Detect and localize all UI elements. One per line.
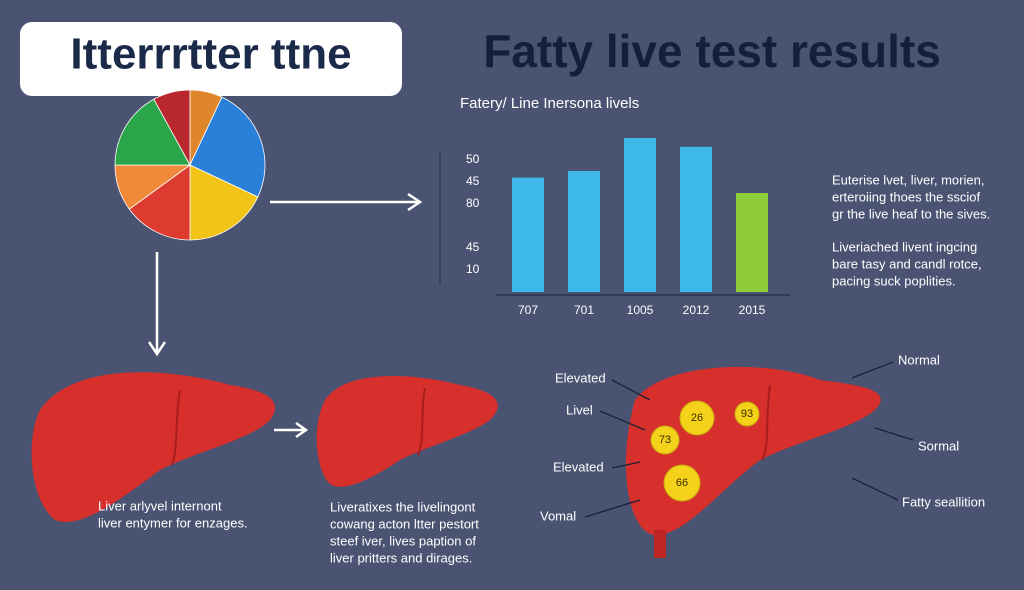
x-tick-label: 1005	[627, 303, 654, 317]
bar	[736, 193, 768, 292]
caption: steef iver, lives paption of	[330, 533, 476, 548]
pie-slice	[153, 89, 191, 166]
side-text: Euterise lvet, liver, morien,	[832, 172, 984, 187]
chart-title: Fatery/ Line Inersona livels	[460, 95, 639, 112]
side-text: pacing suck poplities.	[832, 273, 956, 288]
bar	[624, 138, 656, 292]
annotation: Elevated	[555, 370, 606, 385]
annotation: Elevated	[553, 459, 604, 474]
liver-2	[316, 375, 498, 487]
arrows	[147, 192, 423, 439]
y-tick-label: 45	[466, 174, 480, 188]
badge-text: Itterrrtter ttne	[70, 30, 351, 79]
badge-dot	[650, 425, 680, 455]
x-tick-label: 2015	[739, 303, 766, 317]
x-tick-label: 707	[518, 303, 538, 317]
pie-slice	[189, 96, 266, 198]
badge-number: 26	[691, 412, 703, 424]
annotation: Fatty seallition	[902, 494, 985, 509]
caption: liver pritters and dirages.	[330, 550, 472, 565]
y-tick-label: 80	[466, 196, 480, 210]
pie-slice	[189, 164, 259, 241]
x-tick-label: 2012	[683, 303, 710, 317]
side-text: erteroiing thoes the ssciof	[832, 189, 981, 204]
badge-dot	[734, 401, 760, 427]
annotation: Normal	[898, 352, 940, 367]
annotation: Livel	[566, 402, 593, 417]
badge-dot	[663, 464, 701, 502]
annotation: Vomal	[540, 508, 576, 523]
badge-number: 73	[659, 434, 671, 446]
caption: Liver arlyvel internont	[98, 498, 222, 513]
side-text: bare tasy and candl rotce,	[832, 256, 982, 271]
annotation-lines	[584, 361, 914, 518]
pie-slice	[128, 164, 191, 241]
page-title: Fatty live test results	[483, 25, 941, 77]
side-text: gr the live heaf to the sives.	[832, 206, 990, 221]
badge-box	[20, 22, 402, 96]
liver-1	[31, 372, 276, 522]
x-tick-label: 701	[574, 303, 594, 317]
caption: Liveratixes the livelingont	[330, 499, 476, 514]
y-tick-label: 45	[466, 240, 480, 254]
badge-dot	[679, 400, 715, 436]
bar	[680, 146, 712, 292]
badge-number: 93	[741, 408, 753, 420]
y-tick-label: 10	[466, 262, 480, 276]
caption: liver entymer for enzages.	[98, 515, 248, 530]
y-tick-label: 50	[466, 152, 480, 166]
pie-slice	[114, 98, 191, 166]
caption: cowang acton ltter pestort	[330, 516, 479, 531]
liver-3	[625, 366, 881, 558]
badge-number: 66	[676, 477, 688, 489]
side-text: Liveriached livent ingcing	[832, 239, 977, 254]
bar	[512, 177, 544, 292]
annotation: Sormal	[918, 438, 959, 453]
bar	[568, 171, 600, 292]
